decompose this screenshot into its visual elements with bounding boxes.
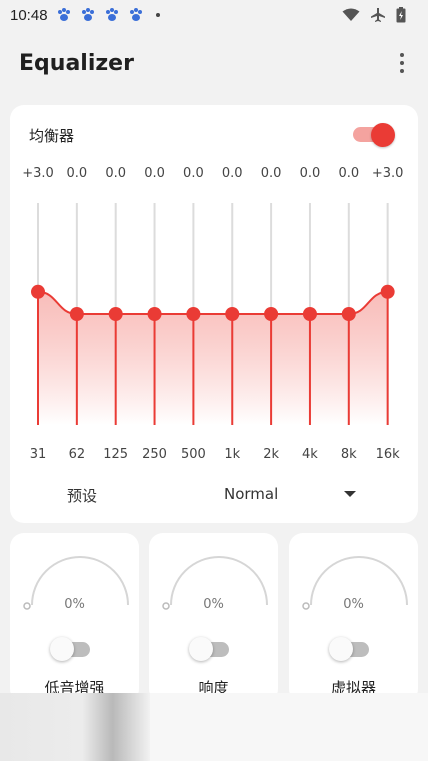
bottom-panel xyxy=(0,693,428,761)
gain-label-31: +3.0 xyxy=(22,166,54,181)
freq-label-500: 500 xyxy=(180,447,206,462)
freq-label-62: 62 xyxy=(68,447,86,462)
loudness-card: 0% 响度 xyxy=(149,533,278,703)
bass-boost-gauge xyxy=(23,556,129,610)
freq-label-8k: 8k xyxy=(340,447,357,462)
band-knob-8k[interactable] xyxy=(341,307,356,321)
eq-curve-line xyxy=(37,290,388,315)
freq-label-16k: 16k xyxy=(375,447,400,462)
more-vert-icon[interactable] xyxy=(392,50,412,76)
status-time: 10:48 xyxy=(10,6,48,24)
status-left: 10:48 xyxy=(10,7,160,24)
freq-label-125: 125 xyxy=(103,447,129,462)
freq-label-1k: 1k xyxy=(224,447,241,462)
status-bar: 10:48 xyxy=(0,0,428,30)
gain-label-125: 0.0 xyxy=(105,166,127,181)
equalizer-graph xyxy=(31,203,395,425)
equalizer-switch[interactable] xyxy=(353,123,395,147)
gain-label-2k: 0.0 xyxy=(260,166,282,181)
band-knob-500[interactable] xyxy=(186,307,201,321)
virtualizer-label: 虚拟器 xyxy=(330,679,376,697)
gain-label-500: 0.0 xyxy=(183,166,204,181)
switch-thumb xyxy=(189,637,213,661)
virtualizer-switch[interactable] xyxy=(329,637,371,661)
paw-icon xyxy=(81,8,94,21)
band-knob-125[interactable] xyxy=(108,307,123,321)
switch-thumb xyxy=(50,637,74,661)
switch-thumb xyxy=(329,637,353,661)
eq-curve-area xyxy=(38,291,388,425)
wifi-icon xyxy=(342,8,360,21)
bottom-blur xyxy=(0,693,150,761)
paw-icon xyxy=(129,8,142,21)
freq-label-4k: 4k xyxy=(302,447,318,462)
gain-label-62: 0.0 xyxy=(66,166,88,181)
loudness-value: 0% xyxy=(203,597,224,612)
bass-boost-switch[interactable] xyxy=(50,637,92,661)
freq-label-250: 250 xyxy=(142,447,167,462)
gain-label-4k: 0.0 xyxy=(299,166,321,181)
preset-dropdown[interactable]: Normal xyxy=(224,483,364,507)
loudness-label: 响度 xyxy=(198,679,229,697)
band-knob-62[interactable] xyxy=(69,307,84,321)
bass-boost-label: 低音增强 xyxy=(44,679,105,697)
loudness-switch[interactable] xyxy=(189,637,231,661)
equalizer-card: 均衡器 +3.0 0.0 0.0 0.0 0.0 0.0 0.0 0.0 0.0 +3.0 31 6… xyxy=(10,105,418,523)
gain-label-1k: 0.0 xyxy=(221,166,243,181)
switch-thumb xyxy=(371,123,395,147)
loudness-gauge xyxy=(162,556,268,610)
battery-icon xyxy=(396,7,406,23)
band-knob-31[interactable] xyxy=(31,284,45,299)
band-knob-4k[interactable] xyxy=(302,307,317,321)
page-title: Equalizer xyxy=(19,50,134,76)
paw-icon xyxy=(105,8,118,21)
freq-label-2k: 2k xyxy=(263,447,279,462)
band-knob-1k[interactable] xyxy=(225,307,240,321)
preset-label: 预设 xyxy=(67,487,98,505)
paw-icon xyxy=(57,8,70,21)
bass-boost-value: 0% xyxy=(64,597,85,612)
band-knob-2k[interactable] xyxy=(264,307,279,321)
arrow-drop-down-icon xyxy=(344,491,356,497)
virtualizer-card: 0% 虚拟器 xyxy=(289,533,418,703)
band-knob-250[interactable] xyxy=(147,307,162,321)
notification-dot-icon xyxy=(155,13,160,17)
virtualizer-value: 0% xyxy=(343,597,364,612)
gain-label-250: 0.0 xyxy=(144,166,165,181)
status-right xyxy=(342,7,406,23)
app-bar: Equalizer xyxy=(0,38,428,88)
band-knob-16k[interactable] xyxy=(380,284,395,299)
virtualizer-gauge xyxy=(302,556,408,610)
gain-label-16k: +3.0 xyxy=(371,166,404,181)
bass-boost-card: 0% 低音增强 xyxy=(10,533,139,703)
equalizer-label: 均衡器 xyxy=(29,127,75,145)
airplane-icon xyxy=(371,8,385,22)
freq-label-31: 31 xyxy=(29,447,47,462)
gain-label-8k: 0.0 xyxy=(338,166,360,181)
preset-value: Normal xyxy=(224,485,279,503)
